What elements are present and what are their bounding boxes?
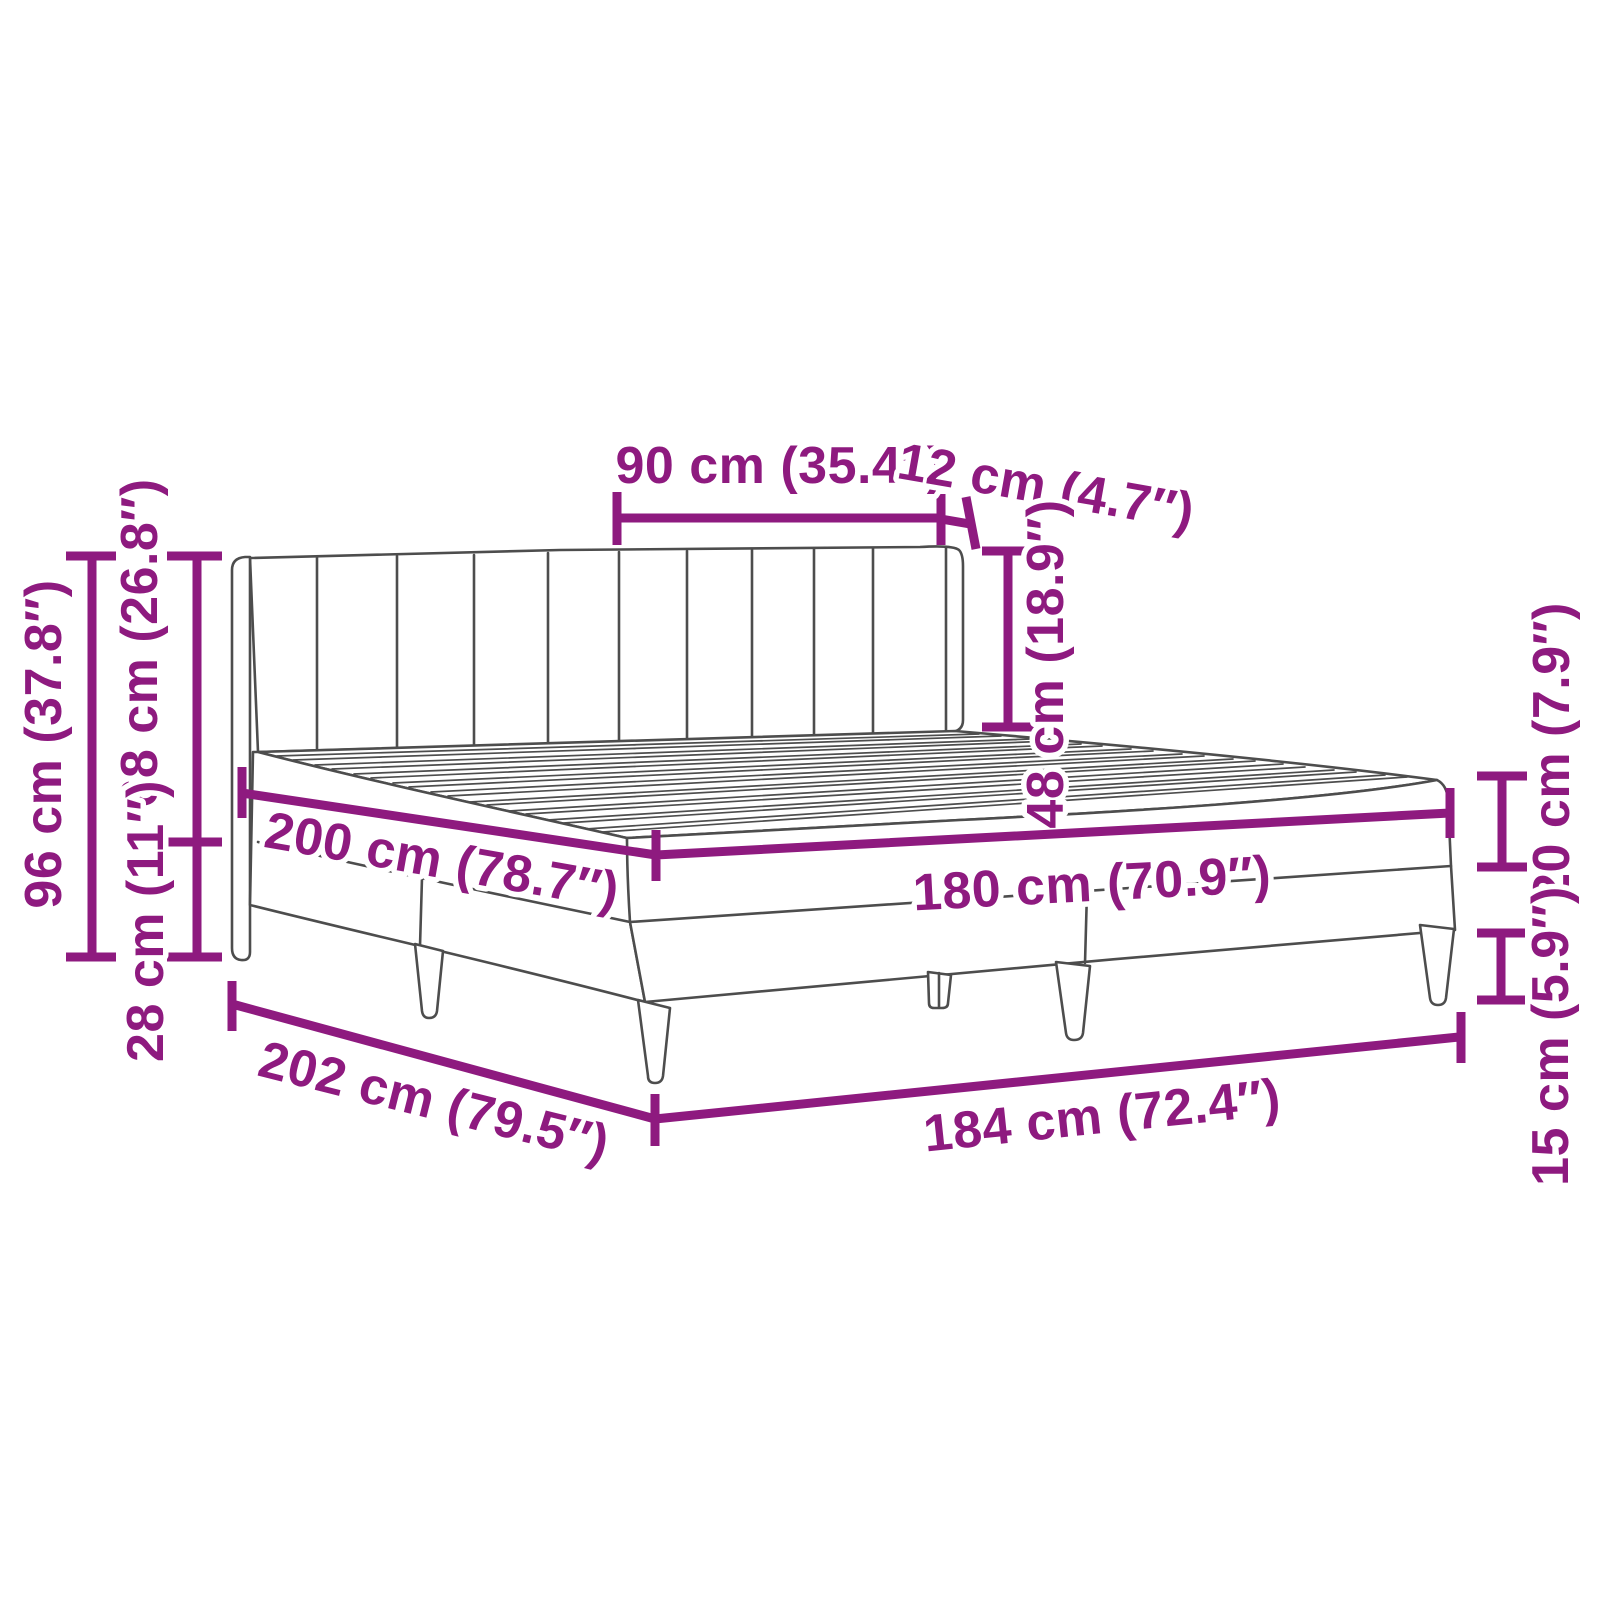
dimension-label-96cm: 96 cm (37.8″) <box>15 579 73 908</box>
dimension-leg-height: 15 cm (5.9″) <box>1477 881 1586 1191</box>
dimension-line <box>227 981 660 1146</box>
legs <box>413 923 1456 1085</box>
headboard-channel-lines <box>315 545 948 752</box>
dimension-line <box>1477 771 1527 872</box>
headboard-side-wing <box>230 555 252 962</box>
slat-lines <box>276 733 1408 833</box>
leg-side-left <box>413 942 445 1020</box>
mattress-front-face <box>625 778 1457 1004</box>
dimension-mattress-thickness: 20 cm (7.9″) <box>1477 597 1587 907</box>
dimension-line <box>1477 928 1525 1005</box>
headboard-panel <box>248 545 965 754</box>
dimension-line <box>167 551 222 962</box>
dimension-frame-length: 202 cm (79.5″) <box>227 981 660 1179</box>
dimension-headboard-above-mattress: 48 cm (18.9″) <box>982 494 1081 834</box>
dimension-headboard-width: 90 cm (35.4″) <box>610 432 950 545</box>
dimension-frame-width: 184 cm (72.4″) <box>654 1012 1466 1169</box>
bed-frame-illustration <box>230 545 1457 1085</box>
dimension-label-20cm: 20 cm (7.9″) <box>1523 602 1581 902</box>
dimension-line <box>651 788 1455 881</box>
dimension-line <box>237 767 657 860</box>
dimension-line <box>654 1012 1466 1124</box>
leg-front-left <box>636 998 672 1085</box>
dimension-label-68cm: 68 cm (26.8″) <box>111 478 169 807</box>
dimension-label-48cm: 48 cm (18.9″) <box>1017 499 1075 828</box>
dimension-total-height: 96 cm (37.8″) <box>10 551 116 962</box>
dimension-line <box>982 546 1034 732</box>
dimension-label-90cm: 90 cm (35.4″) <box>615 437 944 495</box>
dimension-label-15cm: 15 cm (5.9″) <box>1522 886 1580 1186</box>
dimension-label-28cm: 28 cm (11″) <box>117 780 175 1062</box>
dimension-line <box>940 496 981 550</box>
dimension-line <box>612 492 946 545</box>
dimension-headboard-upper-and-lower: 68 cm (26.8″) 28 cm (11″) <box>106 473 222 1067</box>
dimension-label-202cm: 202 cm (79.5″) <box>253 1030 615 1173</box>
leg-front-right <box>1418 923 1456 1007</box>
upholstery-seams <box>256 840 1453 965</box>
dimension-line <box>66 551 116 962</box>
leg-front-middle <box>1054 960 1092 1042</box>
